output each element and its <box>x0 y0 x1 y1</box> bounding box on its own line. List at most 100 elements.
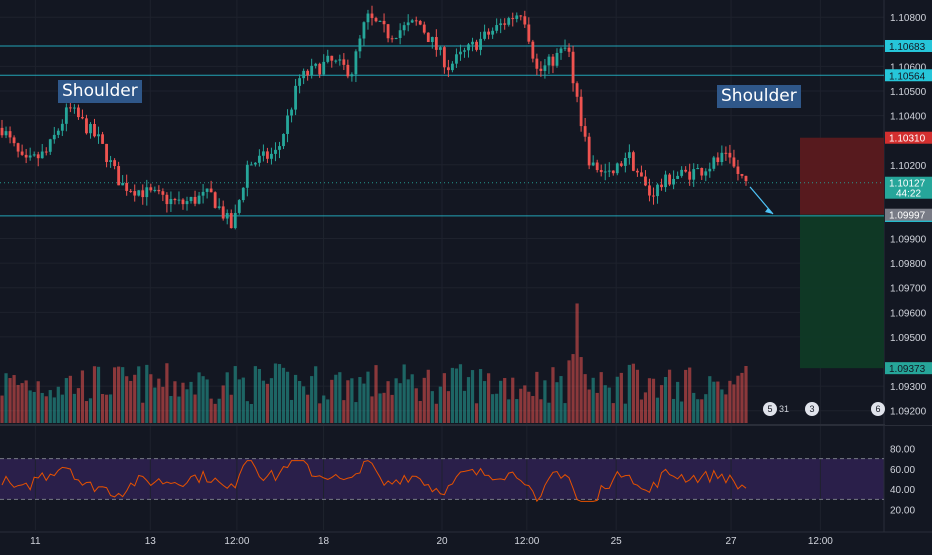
price-tag-bg[interactable] <box>885 208 932 221</box>
candle-body[interactable] <box>48 139 52 152</box>
candle-body[interactable] <box>109 160 112 162</box>
candle-body[interactable] <box>205 188 209 192</box>
candle-body[interactable] <box>105 143 108 162</box>
candle-body[interactable] <box>414 20 418 22</box>
price-tag-bg[interactable] <box>885 362 932 375</box>
candle-body[interactable] <box>93 124 96 137</box>
candle-body[interactable] <box>406 22 410 26</box>
candle-body[interactable] <box>519 15 523 17</box>
candle-body[interactable] <box>20 151 24 155</box>
candle-body[interactable] <box>627 152 631 158</box>
candle-body[interactable] <box>117 166 121 186</box>
candle-body[interactable] <box>60 123 64 131</box>
candle-body[interactable] <box>149 187 153 191</box>
candle-body[interactable] <box>631 152 635 171</box>
candle-body[interactable] <box>185 201 189 205</box>
event-badge[interactable]: 5 31 <box>763 402 789 416</box>
candle-body[interactable] <box>696 167 700 170</box>
candle-body[interactable] <box>563 47 567 49</box>
candle-body[interactable] <box>16 143 20 152</box>
candle-body[interactable] <box>286 115 289 134</box>
candle-body[interactable] <box>676 175 680 179</box>
candle-body[interactable] <box>52 134 56 140</box>
candle-body[interactable] <box>430 37 434 43</box>
candle-body[interactable] <box>467 44 470 51</box>
candle-body[interactable] <box>394 38 398 40</box>
candle-body[interactable] <box>539 68 543 71</box>
candle-body[interactable] <box>193 196 197 204</box>
candle-body[interactable] <box>370 13 374 19</box>
candle-body[interactable] <box>708 168 712 172</box>
candle-body[interactable] <box>290 109 293 116</box>
candle-body[interactable] <box>0 127 4 136</box>
candle-body[interactable] <box>121 182 125 186</box>
candle-body[interactable] <box>386 24 390 39</box>
candle-body[interactable] <box>656 184 659 197</box>
candle-body[interactable] <box>157 189 161 192</box>
candle-body[interactable] <box>36 154 40 159</box>
candle-body[interactable] <box>89 124 92 134</box>
candle-body[interactable] <box>591 162 595 166</box>
candle-body[interactable] <box>306 70 310 76</box>
candle-body[interactable] <box>736 166 740 174</box>
candle-body[interactable] <box>692 169 696 180</box>
candle-body[interactable] <box>551 56 555 66</box>
candle-body[interactable] <box>245 164 249 188</box>
candle-body[interactable] <box>262 151 265 156</box>
candle-body[interactable] <box>543 65 547 71</box>
candle-body[interactable] <box>531 41 535 59</box>
candle-body[interactable] <box>12 137 16 144</box>
candle-body[interactable] <box>491 30 495 35</box>
candle-body[interactable] <box>346 64 350 77</box>
candle-body[interactable] <box>471 41 474 45</box>
candle-body[interactable] <box>189 196 193 202</box>
candle-body[interactable] <box>362 22 366 39</box>
price-tag-bg[interactable] <box>885 176 932 199</box>
candle-body[interactable] <box>382 20 386 25</box>
candle-body[interactable] <box>579 96 583 127</box>
candle-body[interactable] <box>446 67 450 71</box>
candle-body[interactable] <box>249 164 253 166</box>
candle-body[interactable] <box>680 169 684 176</box>
candle-body[interactable] <box>712 157 716 169</box>
candle-body[interactable] <box>318 63 322 75</box>
candle-body[interactable] <box>623 157 627 166</box>
candle-body[interactable] <box>28 155 32 158</box>
candle-body[interactable] <box>177 199 181 201</box>
candle-body[interactable] <box>571 51 575 84</box>
candle-body[interactable] <box>350 74 354 77</box>
candle-body[interactable] <box>173 198 177 201</box>
candle-body[interactable] <box>744 175 748 182</box>
candle-body[interactable] <box>575 83 579 97</box>
candle-body[interactable] <box>700 167 704 176</box>
candle-body[interactable] <box>595 162 599 171</box>
candle-body[interactable] <box>451 63 454 71</box>
candle-body[interactable] <box>366 13 370 23</box>
candle-body[interactable] <box>426 32 430 43</box>
candle-body[interactable] <box>81 117 84 119</box>
candle-body[interactable] <box>101 134 104 144</box>
candle-body[interactable] <box>181 199 185 205</box>
candle-body[interactable] <box>217 206 221 208</box>
candle-body[interactable] <box>77 107 80 118</box>
stop-loss-zone[interactable] <box>800 137 884 215</box>
candle-body[interactable] <box>664 174 667 188</box>
candle-body[interactable] <box>68 107 72 109</box>
candle-body[interactable] <box>640 172 643 177</box>
candle-body[interactable] <box>374 18 378 22</box>
candle-body[interactable] <box>314 63 318 66</box>
candle-body[interactable] <box>507 18 511 25</box>
candle-body[interactable] <box>479 38 482 50</box>
candle-body[interactable] <box>402 25 406 31</box>
candle-body[interactable] <box>334 60 338 62</box>
candle-body[interactable] <box>652 195 655 197</box>
candle-body[interactable] <box>587 136 591 166</box>
candle-body[interactable] <box>390 38 394 40</box>
candle-body[interactable] <box>342 59 346 65</box>
candle-body[interactable] <box>44 151 48 153</box>
shoulder-annotation-right[interactable]: Shoulder <box>717 85 801 108</box>
candle-body[interactable] <box>422 24 426 33</box>
candle-body[interactable] <box>648 185 651 196</box>
candle-body[interactable] <box>660 184 663 188</box>
candle-body[interactable] <box>378 20 382 22</box>
